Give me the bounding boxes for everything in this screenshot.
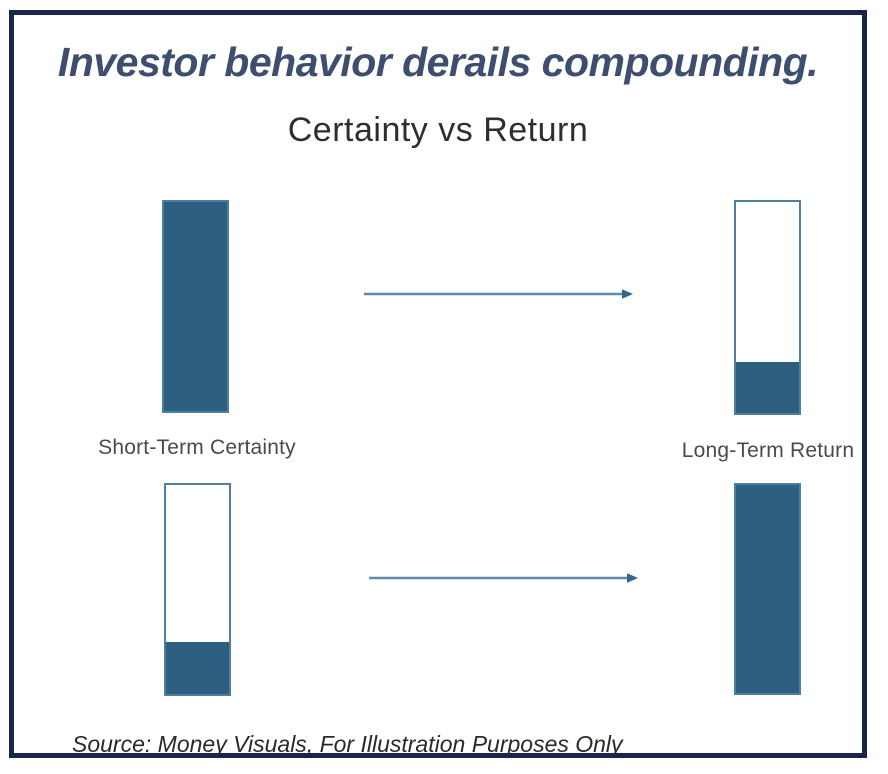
bar-fill [736,362,799,413]
column-label-long-term-return: Long-Term Return [681,439,855,462]
bar-long-term-return-row2 [734,483,801,695]
arrow-right-icon [364,289,633,299]
chart-frame: Investor behavior derails compounding. C… [9,10,867,758]
column-label-short-term-certainty: Short-Term Certainty [98,436,296,459]
bar-fill [164,202,227,411]
source-attribution: Source: Money Visuals, For Illustration … [72,731,623,757]
page-title: Investor behavior derails compounding. [57,39,819,85]
bar-fill [166,641,229,694]
bar-short-term-certainty-row1 [162,200,229,413]
chart-title: Certainty vs Return [287,111,589,149]
bar-short-term-certainty-row2 [164,483,231,696]
bar-long-term-return-row1 [734,200,801,415]
arrow-right-icon [369,573,638,583]
bar-fill [736,485,799,693]
